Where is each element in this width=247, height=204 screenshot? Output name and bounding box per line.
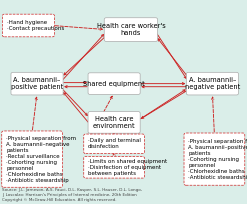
FancyBboxPatch shape <box>2 131 62 187</box>
Text: A. baumannii–
positive patient: A. baumannii– positive patient <box>11 77 63 90</box>
FancyBboxPatch shape <box>104 18 158 41</box>
Text: ·Physical separation from
A. baumannii–positive
patients
·Cohorting nursing
pers: ·Physical separation from A. baumannii–p… <box>188 139 247 180</box>
Text: ·Hand hygiene
·Contact precautions: ·Hand hygiene ·Contact precautions <box>7 20 64 31</box>
FancyBboxPatch shape <box>186 72 238 95</box>
FancyBboxPatch shape <box>88 73 140 94</box>
Text: ·Daily and terminal
disinfection: ·Daily and terminal disinfection <box>88 138 141 149</box>
Text: Source: J.L. Jameson, A.S. Fauci, D.L. Kasper, S.L. Hauser, D.L. Longo,
J. Losca: Source: J.L. Jameson, A.S. Fauci, D.L. K… <box>2 188 143 202</box>
Text: ·Physical separation from
A. baumannii–negative
patients
·Rectal surveillance
·C: ·Physical separation from A. baumannii–n… <box>6 136 76 183</box>
FancyBboxPatch shape <box>84 156 144 178</box>
FancyBboxPatch shape <box>2 14 54 37</box>
Text: A. baumannii–
negative patient: A. baumannii– negative patient <box>185 77 240 90</box>
FancyBboxPatch shape <box>88 112 140 133</box>
Text: ·Limits on shared equipment
·Disinfection of equipment
between patients: ·Limits on shared equipment ·Disinfectio… <box>88 159 167 176</box>
Text: Health care worker's
hands: Health care worker's hands <box>97 23 165 36</box>
Text: Health care
environment: Health care environment <box>93 116 135 129</box>
Text: Shared equipment: Shared equipment <box>83 81 145 87</box>
FancyBboxPatch shape <box>11 72 63 95</box>
FancyBboxPatch shape <box>184 133 245 185</box>
FancyBboxPatch shape <box>84 134 144 154</box>
